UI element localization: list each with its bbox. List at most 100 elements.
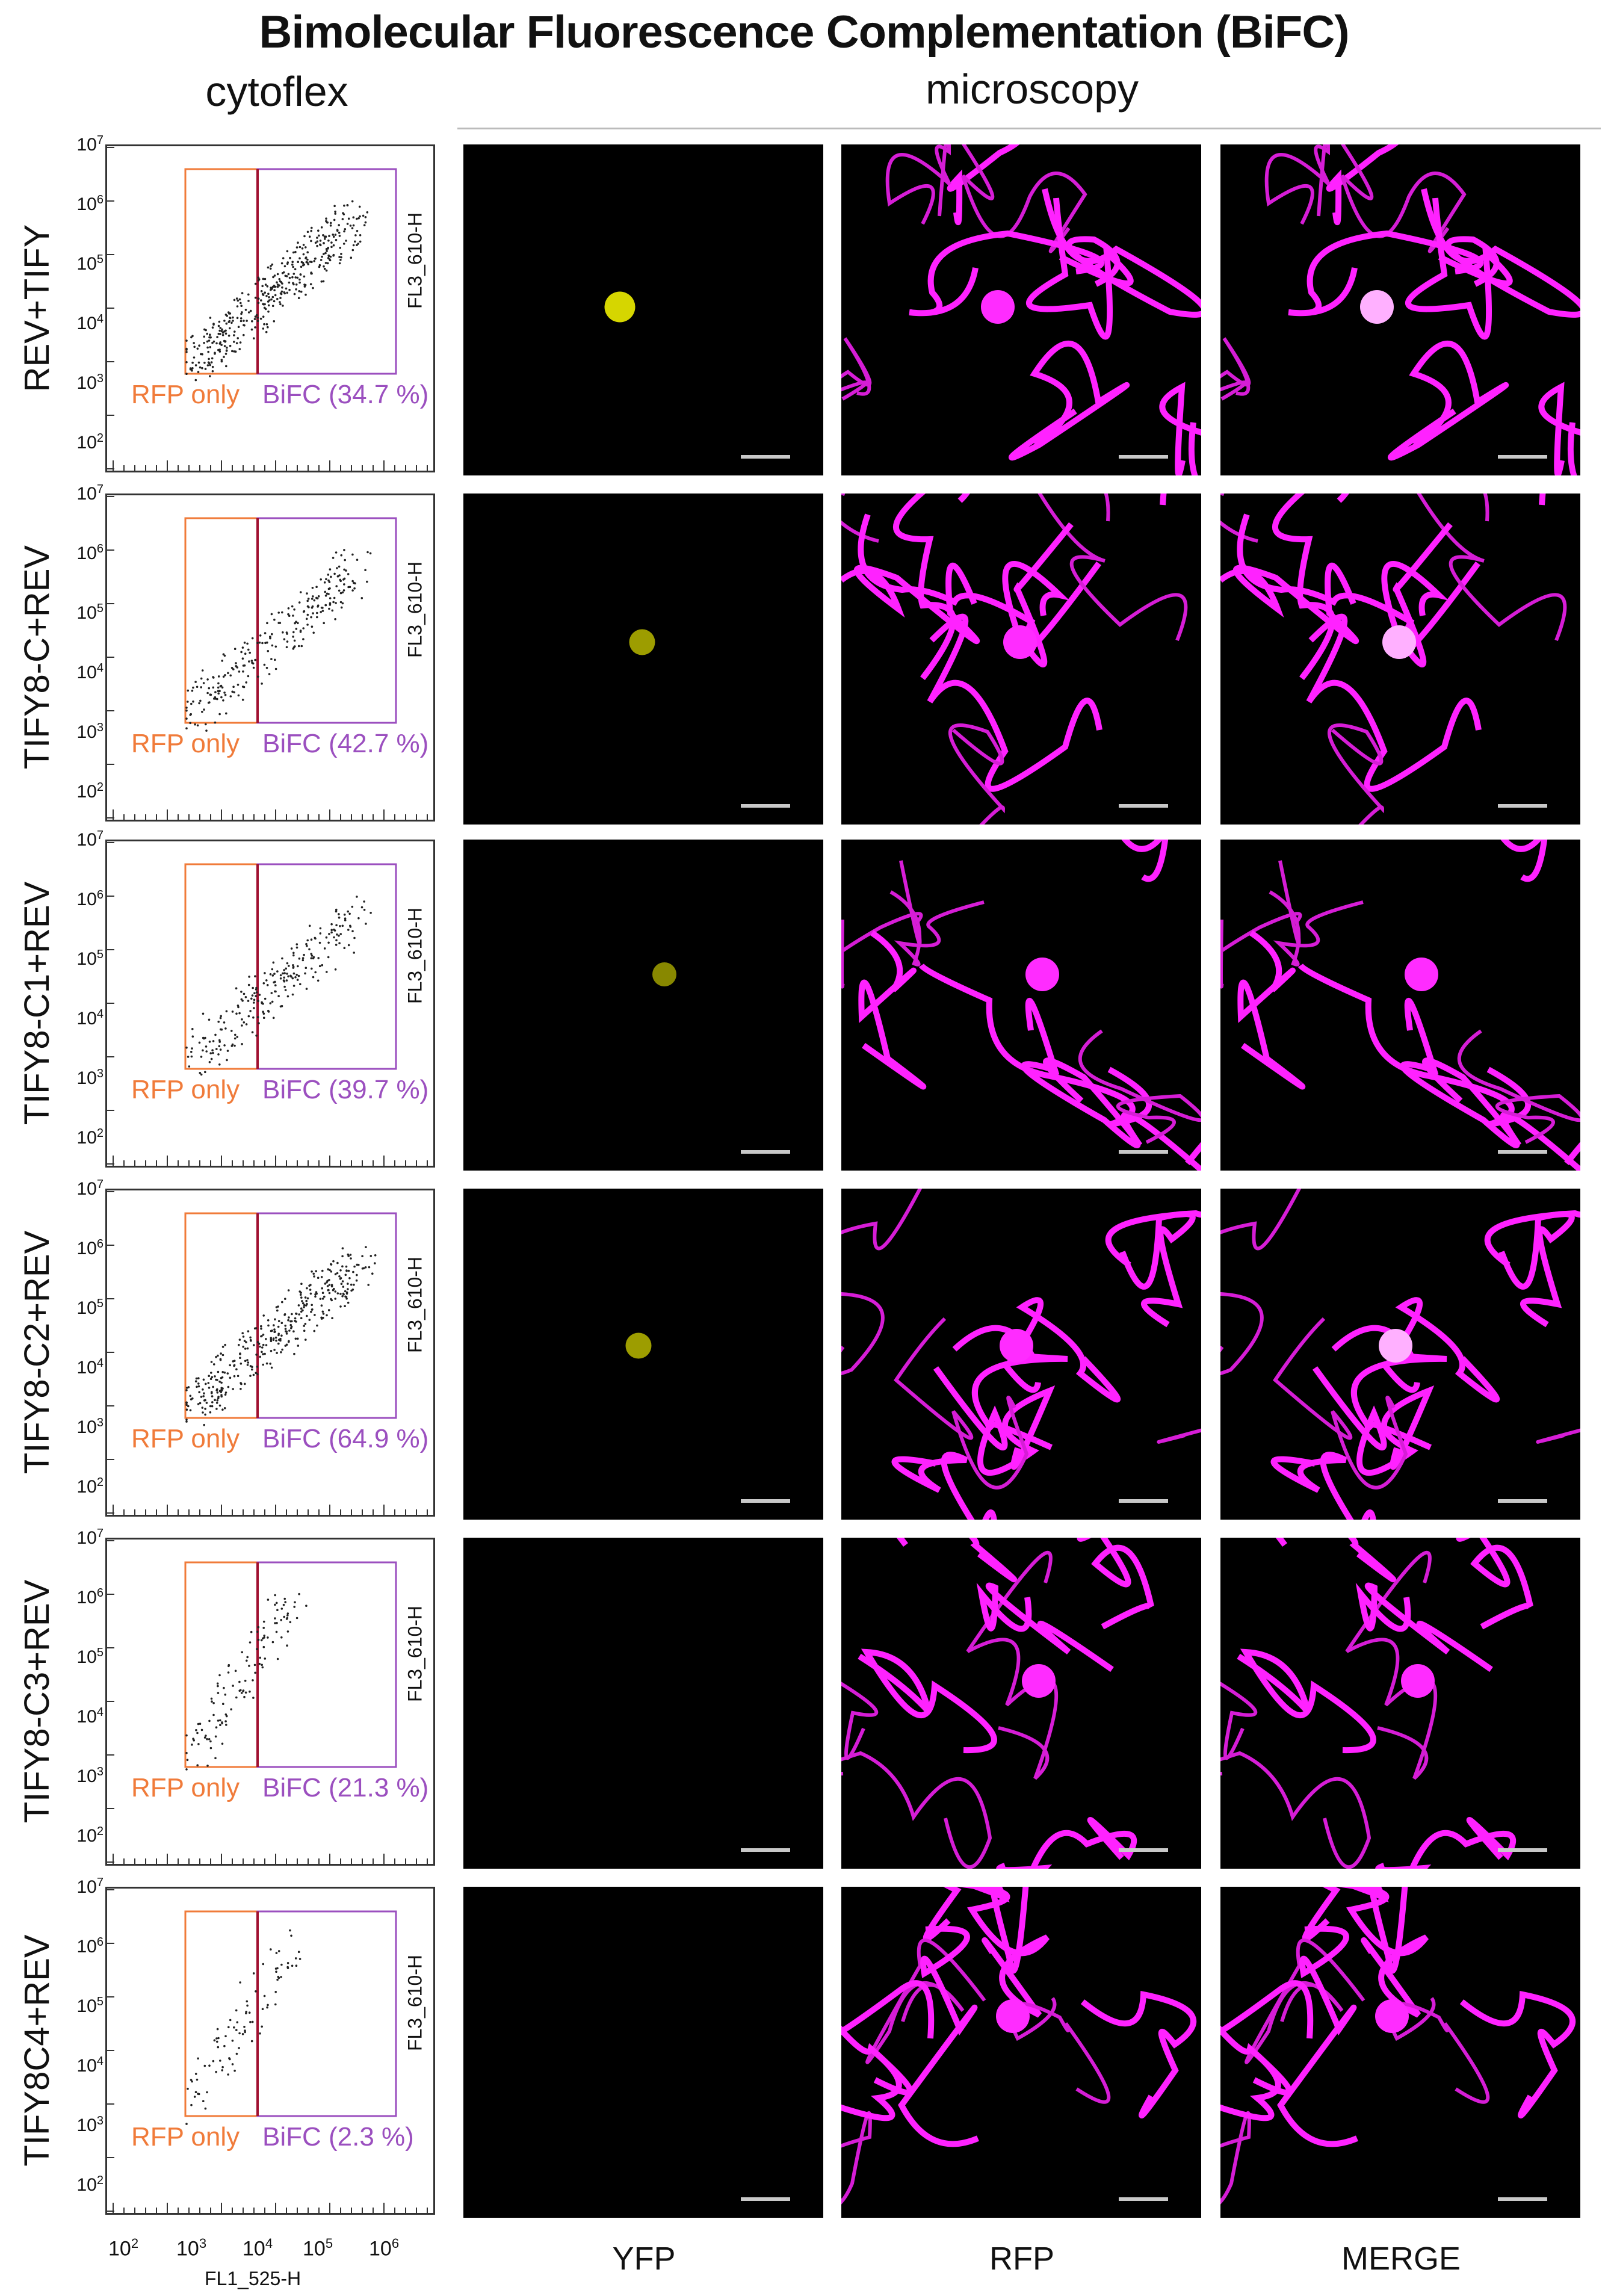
scatter-point bbox=[280, 290, 283, 293]
scatter-point bbox=[277, 1342, 280, 1345]
scatter-point bbox=[280, 1351, 282, 1354]
scatter-point bbox=[261, 1002, 264, 1004]
scatter-point bbox=[262, 1353, 264, 1355]
scatter-point bbox=[256, 1016, 259, 1018]
scatter-point bbox=[246, 320, 248, 322]
scatter-point bbox=[303, 1304, 306, 1307]
scatter-point bbox=[305, 942, 308, 945]
scatter-point bbox=[259, 1656, 261, 1659]
scatter-point bbox=[310, 938, 313, 941]
scatter-point bbox=[243, 1021, 246, 1024]
scatter-point bbox=[250, 1339, 252, 1342]
scatter-point bbox=[352, 224, 355, 227]
scatter-point bbox=[321, 610, 324, 612]
scatter-point bbox=[315, 586, 318, 588]
scatter-point bbox=[204, 1071, 206, 1074]
scatter-point bbox=[247, 1330, 250, 1332]
scatter-point bbox=[334, 212, 336, 215]
scatter-point bbox=[280, 281, 283, 283]
scatter-point bbox=[202, 1388, 204, 1391]
scatter-point bbox=[358, 205, 361, 208]
scatter-point bbox=[200, 1396, 203, 1398]
scatter-point bbox=[267, 1636, 269, 1639]
scatter-point bbox=[335, 239, 338, 241]
scatter-point bbox=[187, 1405, 190, 1408]
scatter-point bbox=[185, 1389, 188, 1391]
scatter-point bbox=[351, 905, 354, 908]
scatter-point bbox=[338, 913, 340, 915]
scatter-point bbox=[297, 645, 300, 648]
scatter-point bbox=[336, 567, 338, 569]
scatter-point bbox=[316, 244, 318, 247]
x-tick: 105 bbox=[303, 2236, 333, 2260]
scatter-point bbox=[340, 1283, 343, 1285]
scatter-point bbox=[217, 348, 220, 351]
scatter-point bbox=[276, 970, 279, 973]
y-axis-label: FL3_610-H bbox=[404, 561, 426, 658]
scatter-point bbox=[241, 646, 244, 649]
scatter-point bbox=[292, 964, 294, 967]
scatter-point bbox=[275, 1306, 278, 1308]
scatter-point bbox=[310, 240, 312, 243]
scatter-point bbox=[219, 2059, 221, 2062]
scatter-point bbox=[338, 262, 341, 265]
scatter-point bbox=[220, 360, 223, 363]
scatter-point bbox=[256, 1648, 258, 1650]
scatter-point bbox=[208, 1041, 211, 1043]
scatter-point bbox=[256, 642, 259, 645]
scatter-point bbox=[336, 229, 339, 232]
scatter-point bbox=[245, 1341, 247, 1343]
scatter-point bbox=[185, 2123, 188, 2125]
scatter-point bbox=[311, 261, 313, 264]
scatter-point bbox=[314, 1314, 316, 1316]
scatter-point bbox=[191, 367, 194, 370]
scatter-point bbox=[364, 1266, 367, 1269]
scatter-point bbox=[343, 947, 346, 949]
scatter-point bbox=[267, 300, 270, 303]
scatter-point bbox=[264, 277, 267, 280]
scatter-point bbox=[242, 1345, 244, 1348]
scatter-point bbox=[208, 1387, 211, 1389]
scatter-point bbox=[298, 290, 301, 292]
scatter-point bbox=[243, 324, 246, 327]
scatter-point bbox=[320, 280, 323, 283]
scatter-point bbox=[344, 1290, 347, 1293]
scatter-point bbox=[345, 569, 347, 572]
scatter-point bbox=[317, 595, 320, 598]
scatter-point bbox=[235, 1696, 238, 1699]
scatter-point bbox=[229, 327, 231, 330]
scatter-point bbox=[220, 1391, 222, 1393]
scatter-point bbox=[320, 1276, 323, 1278]
scatter-point bbox=[287, 1319, 289, 1322]
scatter-point bbox=[320, 1304, 323, 1307]
scatter-point bbox=[212, 340, 215, 343]
yfp-nucleus bbox=[625, 1332, 652, 1359]
scatter-point bbox=[274, 1594, 276, 1597]
y-tick: 107 bbox=[76, 1876, 104, 1897]
scatter-point bbox=[185, 1768, 188, 1771]
scatter-point bbox=[279, 301, 281, 303]
scatter-point bbox=[261, 1335, 263, 1337]
scatter-point bbox=[206, 340, 209, 343]
scatter-point bbox=[321, 607, 324, 609]
scatter-point bbox=[216, 1391, 219, 1394]
scatter-point bbox=[212, 323, 215, 325]
scatter-point bbox=[231, 1043, 234, 1046]
scatter-point bbox=[262, 277, 265, 280]
row-label: TIFY8-C2+REV bbox=[17, 1230, 57, 1474]
scatter-point bbox=[235, 665, 238, 668]
scatter-point bbox=[218, 1674, 221, 1677]
scatter-point bbox=[286, 262, 289, 265]
scatter-point bbox=[298, 1313, 300, 1316]
scatter-point bbox=[311, 955, 314, 957]
scatter-point bbox=[240, 1692, 243, 1694]
scatter-point bbox=[319, 1298, 322, 1300]
scatter-point bbox=[185, 373, 188, 375]
scatter-point bbox=[338, 1275, 341, 1278]
scatter-point bbox=[221, 332, 224, 334]
scatter-point bbox=[363, 909, 366, 911]
scatter-point bbox=[233, 334, 235, 336]
scatter-point bbox=[374, 1262, 376, 1264]
scatter-point bbox=[212, 2059, 215, 2062]
scatter-point bbox=[203, 342, 205, 344]
